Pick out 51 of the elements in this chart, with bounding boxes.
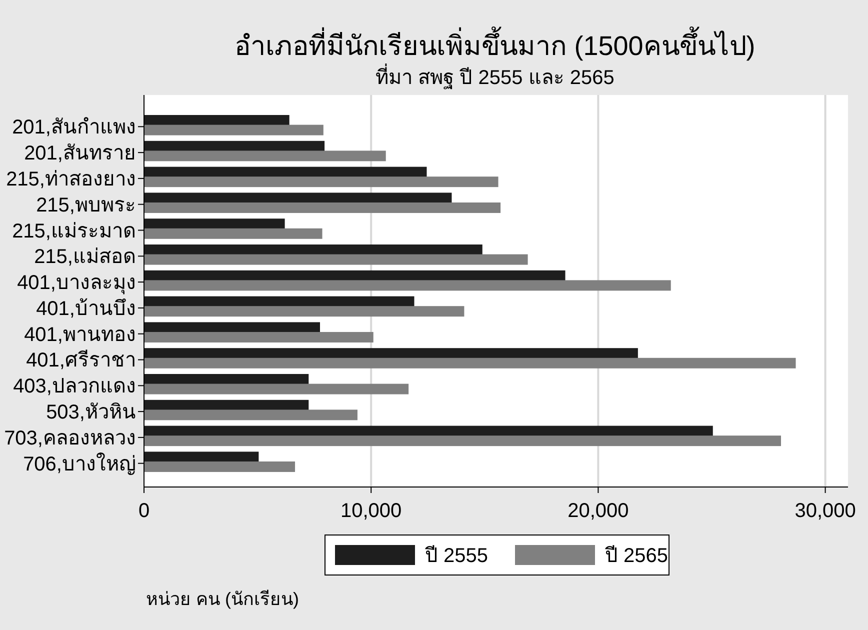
bar	[144, 166, 427, 178]
y-tick-label: 215,แม่สอด	[34, 246, 136, 268]
bar	[144, 374, 309, 384]
chart-title: อำเภอที่มีนักเรียนเพิ่มขึ้นมาก (1500คนขึ้นไป)	[234, 26, 756, 61]
y-tick-label: 215,ท่าสองยาง	[6, 168, 136, 190]
bar	[144, 400, 309, 410]
bar	[144, 202, 501, 213]
bar	[144, 384, 409, 394]
y-tick-label: 401,บางละมุง	[17, 272, 136, 296]
bar	[144, 218, 285, 230]
bar	[144, 244, 482, 255]
x-tick-label: 20,000	[568, 500, 629, 522]
bar	[144, 426, 713, 436]
y-tick-label: 403,ปลวกแดง	[13, 376, 136, 398]
bar	[144, 254, 528, 265]
y-tick-label: 215,แม่ระมาด	[12, 220, 136, 242]
y-tick-label: 703,คลองหลวง	[4, 427, 136, 450]
bar	[144, 322, 320, 333]
legend-label: ปี 2565	[605, 545, 668, 567]
bar	[144, 348, 638, 359]
y-tick-label: 706,บางใหญ่	[23, 452, 136, 476]
bar	[144, 461, 296, 472]
bar	[144, 270, 566, 281]
y-tick-label: 215,พบพระ	[36, 194, 136, 216]
y-tick-label: 503,หัวหิน	[46, 402, 136, 424]
y-tick-label: 201,สันทราย	[24, 142, 136, 165]
bar	[144, 228, 322, 239]
y-tick-label: 201,สันกำแพง	[12, 116, 136, 139]
bar	[144, 410, 358, 420]
y-tick-label: 401,ศรีราชา	[26, 350, 136, 372]
bar	[144, 332, 374, 342]
legend-label: ปี 2555	[425, 545, 488, 567]
bar	[144, 124, 324, 136]
bar	[144, 140, 325, 152]
text: หน่วย คน (นักเรียน)	[146, 589, 299, 609]
x-tick-label: 10,000	[340, 500, 402, 522]
bar	[144, 280, 671, 291]
bar	[144, 115, 290, 126]
x-tick-label: 30,000	[794, 500, 856, 522]
bar	[144, 192, 452, 204]
bar	[144, 358, 796, 368]
bar	[144, 436, 782, 446]
x-tick-label: 0	[138, 500, 150, 522]
y-tick-label: 401,บ้านบึง	[36, 298, 136, 320]
bar	[144, 306, 464, 317]
chart-subtitle: ที่มา สพฐ ปี 2555 และ 2565	[376, 63, 614, 89]
bar	[144, 296, 414, 307]
bar	[144, 452, 259, 462]
bar	[144, 176, 498, 188]
bar	[144, 150, 386, 162]
y-tick-label: 401,พานทอง	[24, 324, 136, 346]
